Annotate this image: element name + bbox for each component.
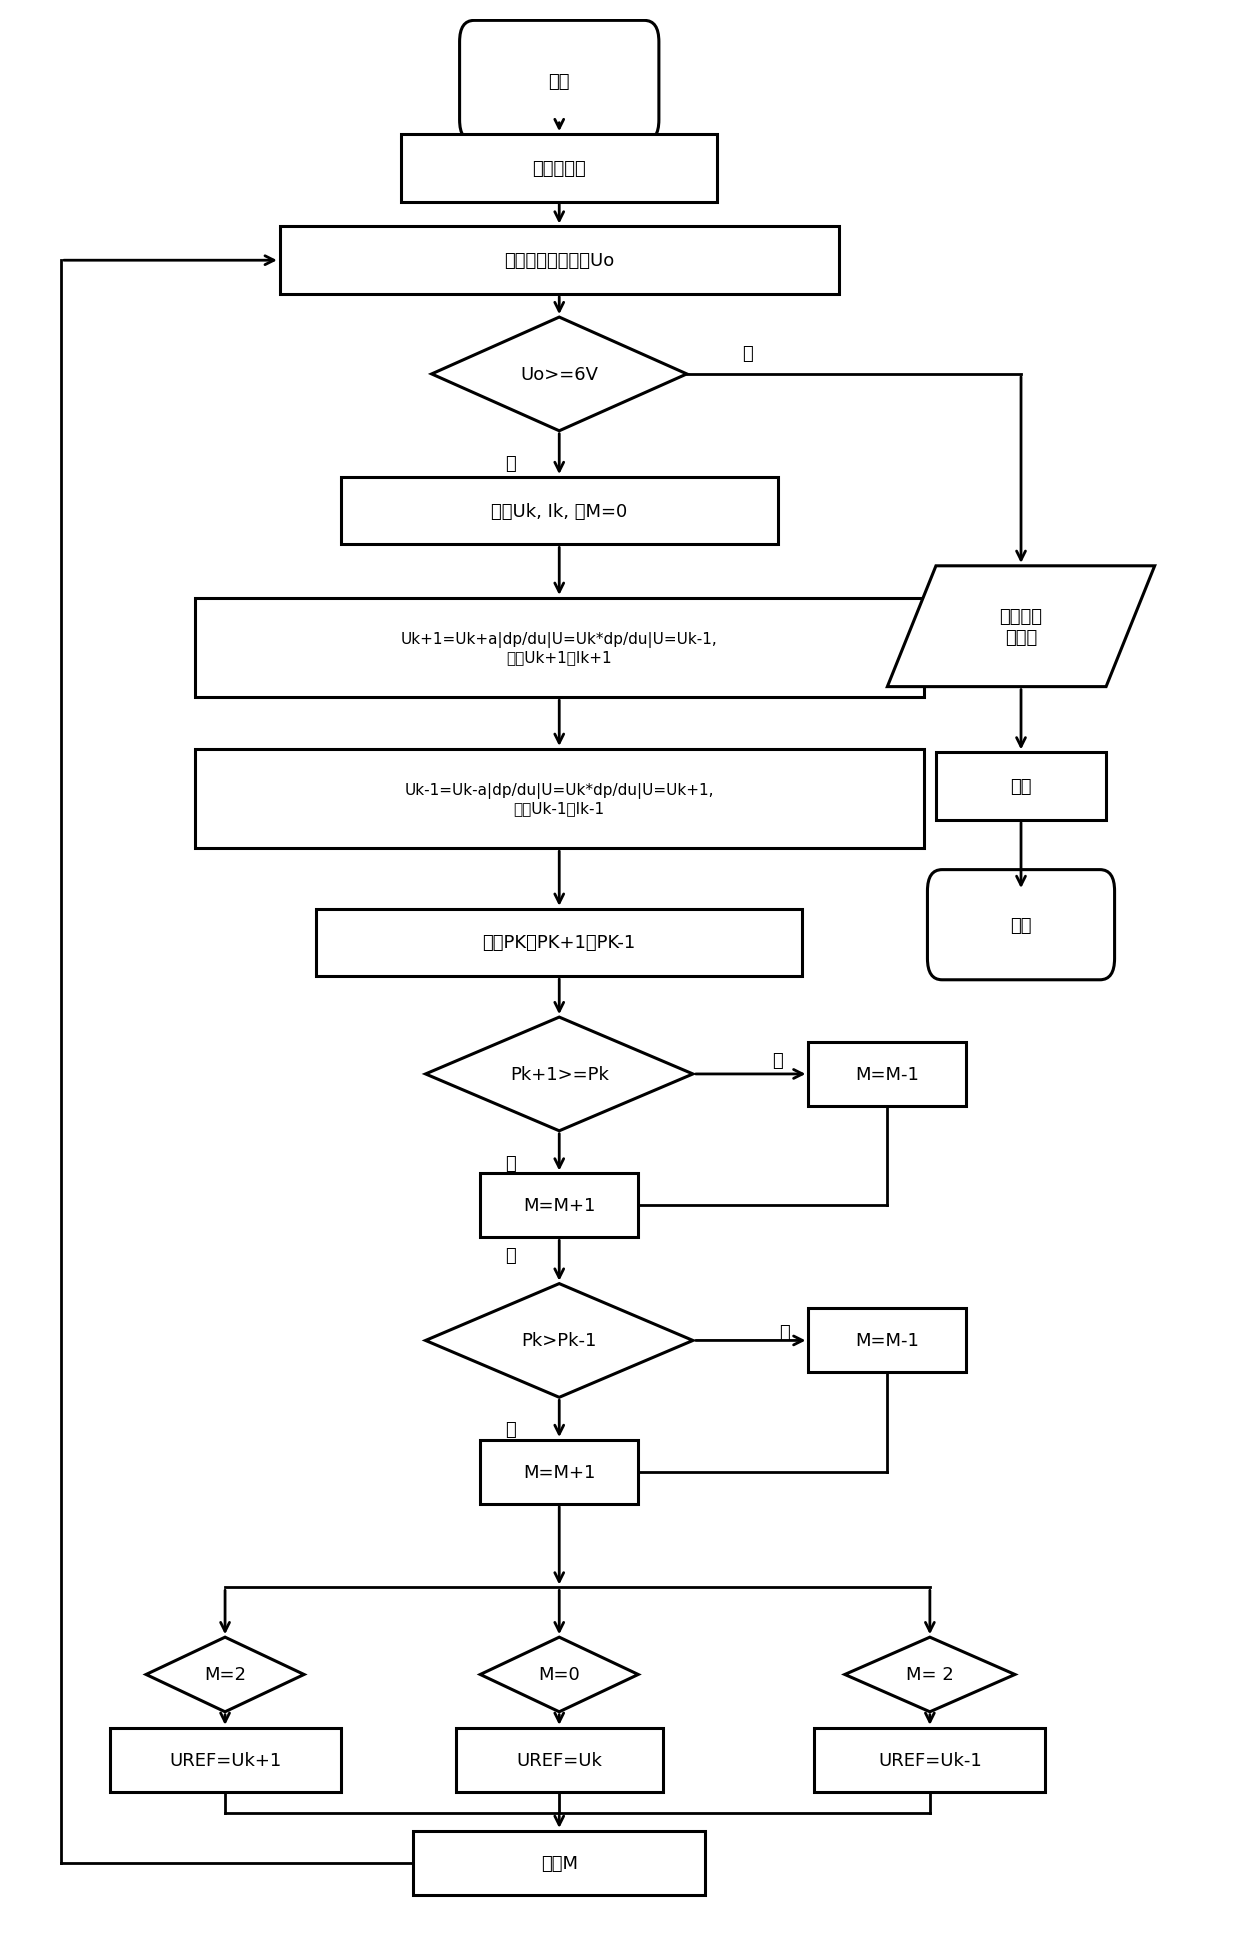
Text: UREF=Uk-1: UREF=Uk-1 xyxy=(878,1752,982,1769)
Text: M=M-1: M=M-1 xyxy=(856,1333,919,1350)
Bar xyxy=(341,478,777,546)
Bar xyxy=(195,750,924,849)
Polygon shape xyxy=(480,1638,639,1712)
Text: M=M+1: M=M+1 xyxy=(523,1198,595,1215)
Bar xyxy=(413,1832,706,1894)
Text: 设定占空
比浮充: 设定占空 比浮充 xyxy=(999,607,1043,646)
Text: UREF=Uk+1: UREF=Uk+1 xyxy=(169,1752,281,1769)
Bar xyxy=(808,1043,966,1106)
Polygon shape xyxy=(888,566,1154,687)
Text: 计算PK、PK+1、PK-1: 计算PK、PK+1、PK-1 xyxy=(482,933,636,951)
Text: M=M+1: M=M+1 xyxy=(523,1464,595,1481)
Text: M= 2: M= 2 xyxy=(906,1665,954,1683)
Text: 延时: 延时 xyxy=(1011,777,1032,796)
Bar xyxy=(480,1174,639,1237)
Text: M=2: M=2 xyxy=(205,1665,246,1683)
Text: 检测Uk, Ik, 令M=0: 检测Uk, Ik, 令M=0 xyxy=(491,503,627,521)
Polygon shape xyxy=(432,317,687,432)
Bar xyxy=(402,135,717,202)
Text: 开始: 开始 xyxy=(548,72,570,90)
Polygon shape xyxy=(425,1284,693,1397)
Text: UREF=Uk: UREF=Uk xyxy=(516,1752,603,1769)
Text: 是: 是 xyxy=(505,1247,516,1264)
Text: 是: 是 xyxy=(505,1421,516,1438)
Text: 系统初始化: 系统初始化 xyxy=(532,160,587,178)
Text: Uo>=6V: Uo>=6V xyxy=(521,366,598,384)
Text: 结束: 结束 xyxy=(1011,916,1032,933)
Text: Uk-1=Uk-a|dp/du|U=Uk*dp/du|U=Uk+1,
检测Uk-1、Ik-1: Uk-1=Uk-a|dp/du|U=Uk*dp/du|U=Uk+1, 检测Uk-… xyxy=(404,783,714,816)
Text: Pk>Pk-1: Pk>Pk-1 xyxy=(522,1333,596,1350)
Text: Uk+1=Uk+a|dp/du|U=Uk*dp/du|U=Uk-1,
检测Uk+1、Ik+1: Uk+1=Uk+a|dp/du|U=Uk*dp/du|U=Uk-1, 检测Uk+… xyxy=(401,632,718,665)
Text: Pk+1>=Pk: Pk+1>=Pk xyxy=(510,1065,609,1084)
Bar xyxy=(316,910,802,977)
Text: M=0: M=0 xyxy=(538,1665,580,1683)
Bar xyxy=(195,599,924,699)
Text: 是: 是 xyxy=(505,1155,516,1172)
Text: 清除M: 清除M xyxy=(541,1853,578,1871)
Bar xyxy=(480,1440,639,1505)
Bar xyxy=(280,227,838,296)
Polygon shape xyxy=(146,1638,304,1712)
Bar xyxy=(936,753,1106,820)
Bar xyxy=(815,1728,1045,1793)
Bar xyxy=(808,1309,966,1372)
Text: 否: 否 xyxy=(779,1323,790,1341)
Text: 否: 否 xyxy=(505,454,516,472)
Polygon shape xyxy=(844,1638,1014,1712)
Bar xyxy=(109,1728,341,1793)
Text: 检测充电输出电压Uo: 检测充电输出电压Uo xyxy=(505,252,614,270)
Polygon shape xyxy=(425,1018,693,1131)
Bar xyxy=(456,1728,662,1793)
FancyBboxPatch shape xyxy=(460,22,658,143)
Text: 是: 是 xyxy=(743,344,753,362)
FancyBboxPatch shape xyxy=(928,871,1115,980)
Text: 否: 否 xyxy=(773,1051,784,1069)
Text: M=M-1: M=M-1 xyxy=(856,1065,919,1084)
